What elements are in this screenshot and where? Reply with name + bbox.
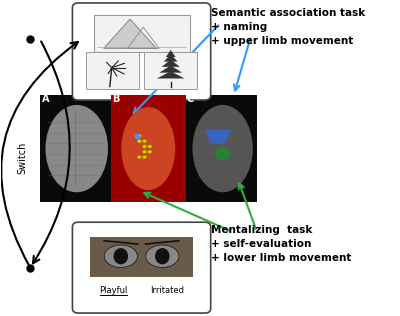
Bar	[94, 15, 190, 52]
Circle shape	[137, 139, 142, 143]
Polygon shape	[157, 71, 185, 78]
Text: Playful: Playful	[100, 286, 128, 295]
Circle shape	[142, 139, 147, 143]
Bar	[144, 52, 197, 89]
Bar	[90, 237, 193, 277]
FancyArrowPatch shape	[1, 42, 78, 265]
Ellipse shape	[114, 248, 128, 264]
Ellipse shape	[46, 105, 108, 192]
Text: Switch: Switch	[18, 142, 28, 174]
FancyBboxPatch shape	[72, 3, 211, 100]
Text: Irritated: Irritated	[150, 286, 184, 295]
Text: B: B	[112, 94, 119, 104]
Bar	[86, 52, 139, 89]
Polygon shape	[164, 55, 178, 62]
Ellipse shape	[155, 248, 170, 264]
Circle shape	[142, 145, 147, 148]
Polygon shape	[159, 65, 182, 73]
Circle shape	[148, 145, 152, 148]
Bar	[90, 237, 193, 277]
Circle shape	[148, 150, 152, 154]
Ellipse shape	[146, 245, 179, 267]
Ellipse shape	[104, 245, 138, 267]
Text: A: A	[42, 94, 49, 104]
Polygon shape	[162, 60, 180, 67]
Polygon shape	[166, 50, 176, 57]
Polygon shape	[206, 130, 232, 143]
Text: Mentalizing  task
+ self-evaluation
+ lower limb movement: Mentalizing task + self-evaluation + low…	[211, 225, 351, 263]
FancyBboxPatch shape	[72, 222, 211, 313]
FancyArrowPatch shape	[33, 41, 70, 263]
Circle shape	[137, 155, 142, 159]
Polygon shape	[104, 19, 156, 48]
Ellipse shape	[121, 107, 175, 190]
Circle shape	[142, 150, 147, 154]
Bar	[111, 95, 186, 202]
Ellipse shape	[215, 148, 230, 160]
Circle shape	[137, 134, 142, 138]
Text: Semantic association task
+ naming
+ upper limb movement: Semantic association task + naming + upp…	[211, 8, 365, 46]
Circle shape	[142, 155, 147, 159]
Bar	[40, 95, 257, 202]
Ellipse shape	[192, 105, 253, 192]
Text: C: C	[187, 94, 194, 104]
